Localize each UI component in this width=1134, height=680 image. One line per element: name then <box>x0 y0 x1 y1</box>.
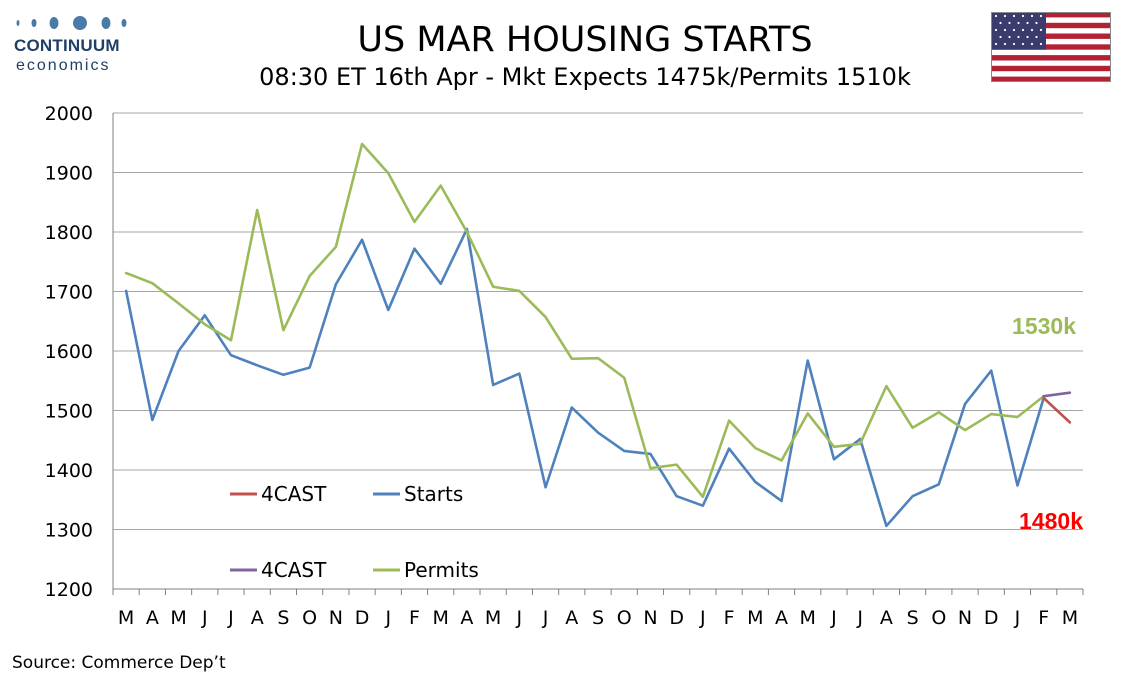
x-tick-label: F <box>1038 607 1049 629</box>
logo-name: CONTINUUM <box>14 36 120 55</box>
legend-starts-label: Starts <box>404 482 463 506</box>
x-tick-label: J <box>542 607 549 629</box>
x-tick-label: S <box>277 607 289 629</box>
x-tick-label: D <box>355 607 370 629</box>
x-tick-label: A <box>146 607 159 629</box>
logo-dots-icon <box>16 16 127 30</box>
logo-subtitle: economics <box>16 57 111 74</box>
legend-forecast-permits-label: 4CAST <box>261 558 327 582</box>
x-tick-label: M <box>170 607 186 629</box>
x-tick-label: J <box>227 607 234 629</box>
x-tick-label: F <box>724 607 735 629</box>
x-tick-label: M <box>1062 607 1078 629</box>
x-tick-label: D <box>984 607 999 629</box>
x-tick-label: A <box>880 607 893 629</box>
x-tick-label: J <box>699 607 706 629</box>
y-tick-label: 1400 <box>45 460 93 482</box>
chart-subtitle: 08:30 ET 16th Apr - Mkt Expects 1475k/Pe… <box>259 63 911 91</box>
y-tick-label: 1900 <box>45 163 93 185</box>
legend-forecast-starts-label: 4CAST <box>261 482 327 506</box>
x-tick-label: J <box>830 607 837 629</box>
x-tick-label: A <box>460 607 473 629</box>
x-tick-label: M <box>485 607 501 629</box>
x-tick-label: A <box>775 607 788 629</box>
annotation-permits-forecast: 1530k <box>1012 313 1076 339</box>
x-tick-label: S <box>907 607 919 629</box>
forecast-starts-line <box>1042 396 1072 424</box>
source-note: Source: Commerce Dep’t <box>12 653 226 673</box>
x-tick-label: M <box>118 607 134 629</box>
starts-series-line <box>124 227 1045 528</box>
x-tick-label: O <box>302 607 317 629</box>
x-tick-label: F <box>409 607 420 629</box>
y-tick-label: 1300 <box>45 520 93 542</box>
y-tick-label: 2000 <box>45 103 93 125</box>
annotation-starts-forecast: 1480k <box>1019 508 1083 534</box>
y-tick-label: 1500 <box>45 401 93 423</box>
x-tick-label: J <box>516 607 523 629</box>
legend-permits-label: Permits <box>404 558 479 582</box>
x-tick-label: A <box>565 607 578 629</box>
continuum-logo: CONTINUUM economics <box>12 14 142 76</box>
y-tick-label: 1800 <box>45 222 93 244</box>
chart-title: US MAR HOUSING STARTS <box>357 20 813 60</box>
x-tick-label: O <box>617 607 632 629</box>
y-tick-label: 1700 <box>45 282 93 304</box>
x-tick-label: N <box>329 607 343 629</box>
x-tick-label: M <box>432 607 448 629</box>
x-tick-label: S <box>592 607 604 629</box>
x-tick-label: J <box>384 607 391 629</box>
x-tick-label: D <box>669 607 684 629</box>
x-tick-label: O <box>931 607 946 629</box>
x-tick-label: A <box>251 607 264 629</box>
x-tick-label: J <box>856 607 863 629</box>
y-tick-label: 1600 <box>45 341 93 363</box>
x-tick-label: N <box>643 607 657 629</box>
us-flag-icon <box>991 12 1111 82</box>
forecast-permits-line <box>1042 391 1072 398</box>
x-tick-label: J <box>201 607 208 629</box>
x-tick-label: N <box>958 607 972 629</box>
x-tick-label: J <box>1014 607 1021 629</box>
x-tick-label: M <box>800 607 816 629</box>
y-tick-label: 1200 <box>45 579 93 601</box>
x-tick-label: M <box>747 607 763 629</box>
permits-series-line <box>124 142 1045 499</box>
